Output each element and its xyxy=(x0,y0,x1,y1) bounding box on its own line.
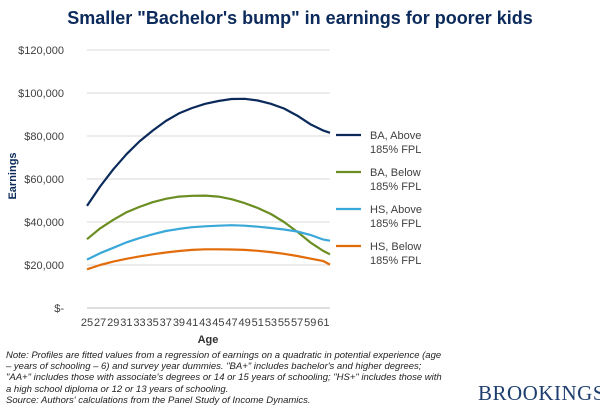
x-tick-label: 39 xyxy=(173,317,185,329)
y-tick-label: $100,000 xyxy=(18,88,64,100)
legend-label: 185% FPL xyxy=(370,181,421,193)
x-tick-label: 55 xyxy=(278,317,290,329)
brookings-logo: BROOKINGS xyxy=(478,381,600,405)
x-tick-label: 45 xyxy=(212,317,224,329)
footnote-line: Note: Profiles are fitted values from a … xyxy=(6,350,442,361)
footnote-line: – years of schooling – 6) and survey yea… xyxy=(6,361,422,373)
series-line xyxy=(86,248,331,271)
footnote-line: Source: Authors' calculations from the P… xyxy=(6,394,311,406)
series-line xyxy=(86,194,331,256)
y-tick-label: $80,000 xyxy=(24,131,64,143)
legend-label: HS, Below xyxy=(370,241,421,253)
x-tick-label: 51 xyxy=(252,317,264,329)
x-tick-label: 25 xyxy=(81,317,93,329)
legend-label: BA, Above xyxy=(370,130,421,142)
y-tick-label: $60,000 xyxy=(24,174,64,186)
x-tick-label: 33 xyxy=(133,317,145,329)
legend: BA, Above 185% FPL BA, Below 185% FPL HS, Ab… xyxy=(336,130,422,267)
footnote: Note: Profiles are fitted values from a … xyxy=(6,350,476,406)
x-tick-label: 47 xyxy=(225,317,237,329)
footnote-line: "AA+" includes those with associate's de… xyxy=(6,372,442,384)
x-tick-label: 35 xyxy=(147,317,159,329)
y-tick-label: $- xyxy=(54,303,64,315)
legend-label: 185% FPL xyxy=(370,218,421,230)
x-tick-label: 27 xyxy=(94,317,106,329)
legend-label: 185% FPL xyxy=(370,255,421,267)
x-tick-labels: 25 27 29 31 33 35 37 39 41 43 45 47 49 51 53 55 57 59 61 xyxy=(81,317,330,329)
x-tick-label: 49 xyxy=(238,317,250,329)
y-tick-label: $20,000 xyxy=(24,260,64,272)
x-tick-label: 53 xyxy=(265,317,277,329)
x-axis-label: Age xyxy=(198,334,219,346)
x-tick-label: 61 xyxy=(317,317,329,329)
chart-title: Smaller "Bachelor's bump" in earnings fo… xyxy=(67,8,533,28)
y-tick-label: $120,000 xyxy=(18,45,64,57)
x-tick-label: 31 xyxy=(120,317,132,329)
gridlines xyxy=(87,49,330,309)
legend-label: 185% FPL xyxy=(370,144,421,156)
y-tick-label: $40,000 xyxy=(24,217,64,229)
x-tick-label: 43 xyxy=(199,317,211,329)
series-line xyxy=(86,224,331,261)
x-tick-label: 57 xyxy=(291,317,303,329)
x-tick-label: 41 xyxy=(186,317,198,329)
x-tick-label: 29 xyxy=(107,317,119,329)
legend-label: HS, Above xyxy=(370,204,422,216)
y-axis-label: Earnings xyxy=(7,152,19,199)
footnote-line: a high school diploma or 12 or 13 years … xyxy=(6,383,229,395)
x-tick-label: 37 xyxy=(160,317,172,329)
x-tick-label: 59 xyxy=(304,317,316,329)
series-line xyxy=(86,97,331,207)
y-tick-labels: $- $20,000 $40,000 $60,000 $80,000 $100,000 $1… xyxy=(18,45,64,315)
series-lines xyxy=(86,97,331,271)
legend-label: BA, Below xyxy=(370,167,421,179)
